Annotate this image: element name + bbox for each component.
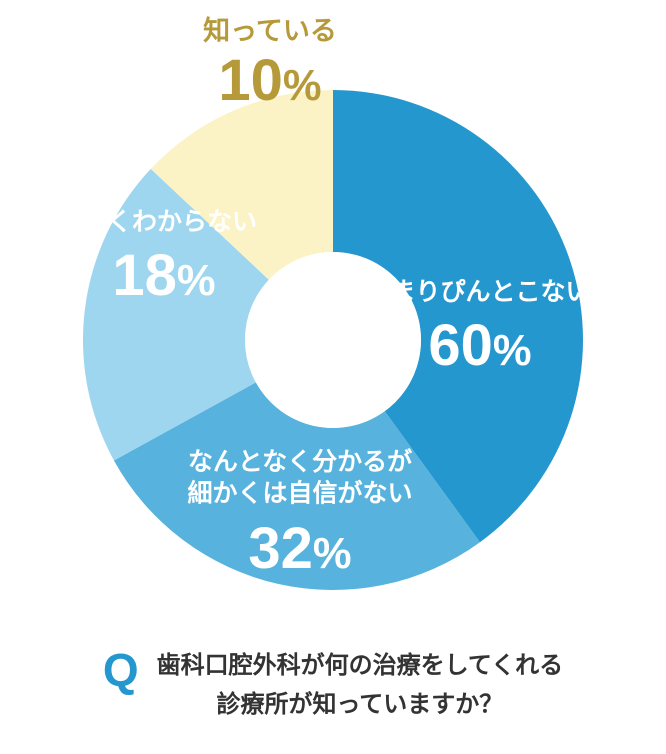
slice-pct-know: 10%	[218, 48, 321, 113]
donut-chart: あまりぴんとこない60%なんとなく分かるが細かくは自信がない32%まったくわから…	[0, 0, 666, 640]
slice-label-no-idea: まったくわからない	[33, 208, 257, 236]
slice-label-not-really: あまりぴんとこない	[365, 278, 590, 306]
question-mark: Q	[103, 647, 139, 693]
question-row: Q 歯科口腔外科が何の治療をしてくれる診療所が知っていますか？	[0, 647, 666, 724]
question-text: 歯科口腔外科が何の治療をしてくれる診療所が知っていますか？	[157, 647, 564, 724]
donut-svg: あまりぴんとこない60%なんとなく分かるが細かくは自信がない32%まったくわから…	[0, 0, 666, 640]
slice-label-know: 知っている	[203, 16, 337, 46]
